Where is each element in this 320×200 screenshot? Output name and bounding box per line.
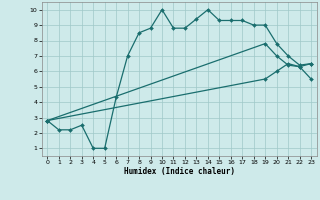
X-axis label: Humidex (Indice chaleur): Humidex (Indice chaleur) xyxy=(124,167,235,176)
